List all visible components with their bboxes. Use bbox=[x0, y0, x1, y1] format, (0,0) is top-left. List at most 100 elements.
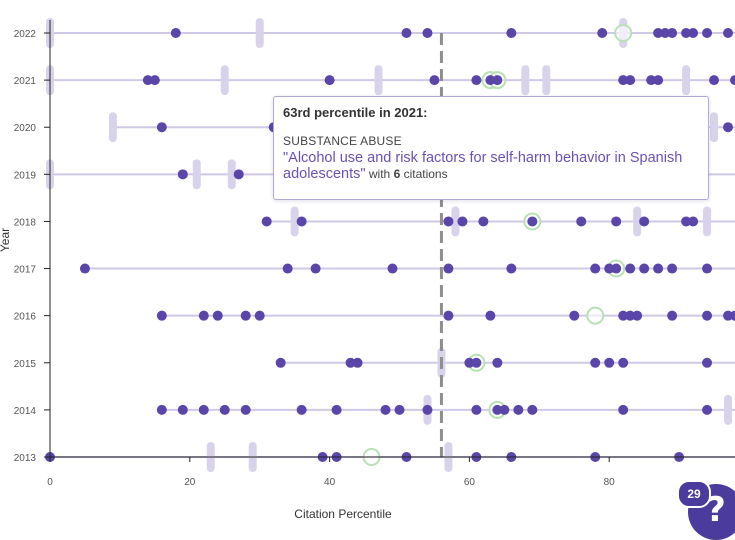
data-point[interactable] bbox=[198, 404, 209, 415]
data-point[interactable] bbox=[681, 28, 692, 38]
data-point[interactable] bbox=[569, 310, 580, 321]
data-point[interactable] bbox=[443, 263, 454, 274]
data-point[interactable] bbox=[513, 404, 524, 415]
data-point[interactable] bbox=[702, 357, 713, 368]
data-point[interactable] bbox=[387, 263, 398, 274]
data-point[interactable] bbox=[422, 28, 433, 38]
data-point[interactable] bbox=[723, 310, 734, 321]
data-point[interactable] bbox=[394, 404, 405, 415]
data-point[interactable] bbox=[156, 310, 167, 321]
data-point[interactable] bbox=[324, 75, 335, 86]
data-point[interactable] bbox=[310, 263, 321, 274]
data-point[interactable] bbox=[464, 357, 475, 368]
data-point[interactable] bbox=[646, 75, 657, 86]
data-point[interactable] bbox=[296, 404, 307, 415]
data-point[interactable] bbox=[639, 216, 650, 227]
data-point[interactable] bbox=[618, 75, 629, 86]
data-point[interactable] bbox=[590, 263, 601, 274]
data-point[interactable] bbox=[611, 263, 622, 274]
data-point[interactable] bbox=[527, 404, 538, 415]
data-point[interactable] bbox=[471, 404, 482, 415]
data-point[interactable] bbox=[275, 357, 286, 368]
data-point[interactable] bbox=[604, 263, 615, 274]
data-point[interactable] bbox=[233, 169, 244, 180]
data-point[interactable] bbox=[156, 404, 167, 415]
data-point[interactable] bbox=[156, 122, 167, 133]
data-point[interactable] bbox=[723, 28, 734, 38]
data-point[interactable] bbox=[688, 216, 699, 227]
data-point[interactable] bbox=[443, 310, 454, 321]
data-point[interactable] bbox=[149, 75, 160, 86]
data-point[interactable] bbox=[625, 263, 636, 274]
data-point[interactable] bbox=[296, 216, 307, 227]
data-point[interactable] bbox=[142, 75, 153, 86]
data-point[interactable] bbox=[681, 216, 692, 227]
data-points[interactable] bbox=[45, 24, 735, 466]
data-point[interactable] bbox=[177, 404, 188, 415]
data-point[interactable] bbox=[653, 263, 664, 274]
data-point[interactable] bbox=[331, 404, 342, 415]
data-point[interactable] bbox=[625, 310, 636, 321]
data-point[interactable] bbox=[401, 28, 412, 38]
data-point[interactable] bbox=[471, 75, 482, 86]
data-point[interactable] bbox=[618, 357, 629, 368]
data-point[interactable] bbox=[688, 28, 699, 38]
data-point[interactable] bbox=[730, 310, 735, 321]
data-point[interactable] bbox=[499, 404, 510, 415]
data-point[interactable] bbox=[352, 357, 363, 368]
data-point[interactable] bbox=[492, 75, 503, 86]
data-point[interactable] bbox=[240, 310, 251, 321]
data-point[interactable] bbox=[492, 404, 503, 415]
data-point[interactable] bbox=[79, 263, 90, 274]
data-point[interactable] bbox=[282, 263, 293, 274]
data-point[interactable] bbox=[212, 310, 223, 321]
data-point[interactable] bbox=[702, 28, 713, 38]
data-point[interactable] bbox=[625, 75, 636, 86]
data-point[interactable] bbox=[723, 122, 734, 133]
data-point[interactable] bbox=[443, 216, 454, 227]
data-point[interactable] bbox=[618, 404, 629, 415]
data-point[interactable] bbox=[667, 310, 678, 321]
data-point[interactable] bbox=[632, 310, 643, 321]
data-point[interactable] bbox=[478, 216, 489, 227]
data-point[interactable] bbox=[261, 216, 272, 227]
data-point[interactable] bbox=[422, 404, 433, 415]
data-point[interactable] bbox=[527, 216, 538, 227]
data-point[interactable] bbox=[576, 216, 587, 227]
data-point[interactable] bbox=[604, 357, 615, 368]
data-point[interactable] bbox=[471, 357, 482, 368]
data-point[interactable] bbox=[667, 263, 678, 274]
data-point[interactable] bbox=[653, 28, 664, 38]
data-point[interactable] bbox=[590, 357, 601, 368]
data-point[interactable] bbox=[170, 28, 181, 38]
data-point[interactable] bbox=[506, 28, 517, 38]
data-point[interactable] bbox=[254, 310, 265, 321]
data-point[interactable] bbox=[702, 263, 713, 274]
data-point[interactable] bbox=[618, 310, 629, 321]
data-point[interactable] bbox=[653, 75, 664, 86]
data-point[interactable] bbox=[457, 216, 468, 227]
data-point[interactable] bbox=[177, 169, 188, 180]
data-point[interactable] bbox=[506, 263, 517, 274]
y-axis-title: Year bbox=[0, 228, 12, 252]
data-point[interactable] bbox=[611, 216, 622, 227]
data-point[interactable] bbox=[429, 75, 440, 86]
data-point[interactable] bbox=[660, 28, 671, 38]
data-point[interactable] bbox=[240, 404, 251, 415]
data-point[interactable] bbox=[730, 75, 735, 86]
data-point[interactable] bbox=[492, 357, 503, 368]
data-point[interactable] bbox=[702, 310, 713, 321]
data-point[interactable] bbox=[597, 28, 608, 38]
data-point[interactable] bbox=[219, 404, 230, 415]
data-point[interactable] bbox=[380, 404, 391, 415]
data-point[interactable] bbox=[702, 404, 713, 415]
data-point[interactable] bbox=[345, 357, 356, 368]
tooltip-paper-title[interactable]: "Alcohol use and risk factors for self-h… bbox=[283, 150, 683, 182]
percentile-band bbox=[682, 65, 691, 96]
data-point[interactable] bbox=[198, 310, 209, 321]
data-point[interactable] bbox=[667, 28, 678, 38]
data-point[interactable] bbox=[485, 310, 496, 321]
data-point[interactable] bbox=[639, 263, 650, 274]
data-point[interactable] bbox=[485, 75, 496, 86]
data-point[interactable] bbox=[709, 75, 720, 86]
